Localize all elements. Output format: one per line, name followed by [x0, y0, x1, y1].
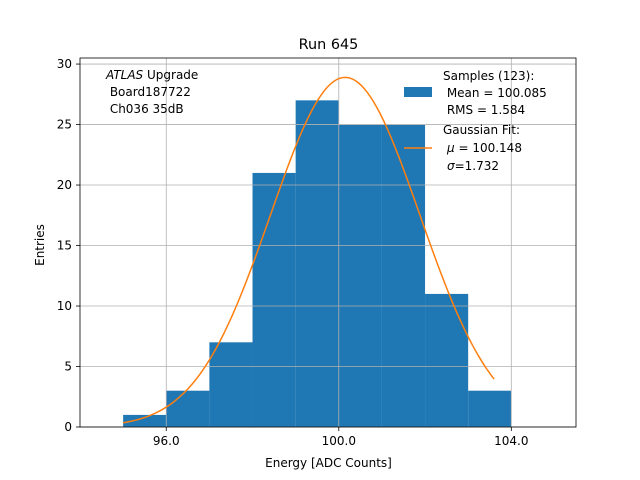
- legend: Samples (123): Mean = 100.085 RMS = 1.58…: [404, 69, 547, 173]
- annotation-line-3: Ch036 35dB: [106, 102, 184, 116]
- axis-ticks: 96.0 100.0 104.0 0 5 10 15 20 25 30: [57, 57, 529, 448]
- x-tick-label-2: 104.0: [494, 434, 528, 448]
- y-tick-label-6: 30: [57, 57, 72, 71]
- histogram-bar-6: [381, 124, 426, 427]
- legend-fit-sigma-symbol: σ: [447, 159, 455, 173]
- histogram-bars: [123, 100, 512, 427]
- chart-title: Run 645: [299, 37, 359, 53]
- annotation-upgrade: Upgrade: [143, 68, 198, 82]
- y-tick-label-4: 20: [57, 178, 72, 192]
- legend-samples-rms: RMS = 1.584: [443, 103, 525, 117]
- y-tick-label-0: 0: [64, 420, 72, 434]
- legend-samples-mean: Mean = 100.085: [443, 86, 547, 100]
- legend-fit-mu: μ = 100.148: [446, 141, 522, 155]
- x-axis-label: Energy [ADC Counts]: [265, 456, 392, 470]
- legend-fit-mu-symbol: μ: [446, 141, 455, 155]
- histogram-bar-5: [338, 124, 382, 427]
- annotation-line-1: ATLAS Upgrade: [105, 68, 198, 82]
- y-tick-label-1: 5: [64, 360, 72, 374]
- histogram-bar-7: [425, 293, 469, 427]
- histogram-bar-4: [295, 100, 339, 427]
- histogram-bar-2: [209, 342, 253, 427]
- y-tick-label-2: 10: [57, 299, 72, 313]
- y-tick-label-5: 25: [57, 118, 72, 132]
- legend-fit-title: Gaussian Fit:: [443, 123, 520, 137]
- x-tick-label-0: 96.0: [153, 434, 180, 448]
- annotation-text: ATLAS Upgrade Board187722 Ch036 35dB: [105, 68, 198, 116]
- legend-samples-title: Samples (123):: [443, 69, 534, 83]
- axes-frame: [79, 57, 577, 428]
- gaussian-fit-curve: [122, 76, 495, 424]
- annotation-atlas: ATLAS: [105, 68, 144, 82]
- legend-fit-sigma: σ=1.732: [447, 159, 499, 173]
- annotation-line-2: Board187722: [106, 85, 191, 99]
- legend-fit-mu-value: = 100.148: [455, 141, 522, 155]
- y-tick-label-3: 15: [57, 239, 72, 253]
- legend-fit-sigma-value: =1.732: [455, 159, 499, 173]
- histogram-bar-1: [166, 390, 210, 427]
- y-axis-label: Entries: [33, 224, 47, 266]
- histogram-bar-8: [468, 390, 512, 427]
- legend-samples-swatch: [404, 87, 432, 97]
- histogram-bar-0: [123, 414, 167, 427]
- histogram-bar-3: [252, 172, 296, 427]
- x-tick-label-1: 100.0: [322, 434, 356, 448]
